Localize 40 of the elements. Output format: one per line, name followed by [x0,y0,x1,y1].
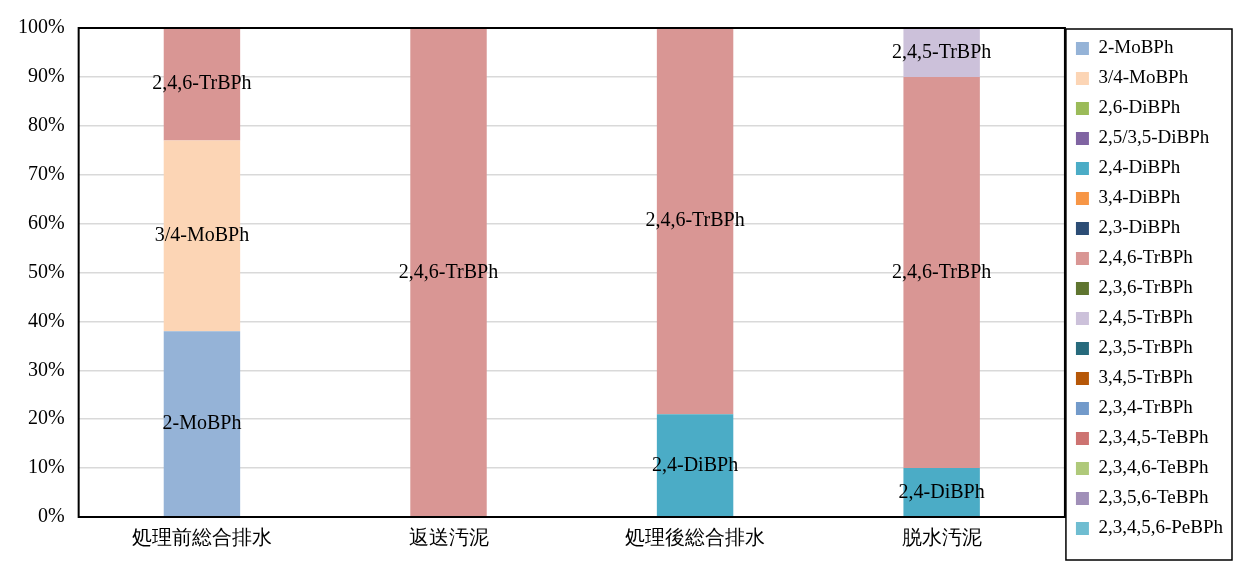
legend-label: 2,3-DiBPh [1098,216,1181,238]
y-tick-label: 20% [27,406,65,429]
y-tick-label: 10% [27,455,65,478]
annotation: 3/4-MoBPh [154,223,250,246]
legend-label: 2,4,5-TrBPh [1098,306,1194,328]
y-tick-label: 30% [27,357,65,380]
legend-label: 2,4-DiBPh [1098,156,1181,178]
x-tick-label: 脱水汚泥 [901,526,982,549]
legend-label: 2,3,4,5-TeBPh [1098,426,1209,448]
legend-label: 2,5/3,5-DiBPh [1098,126,1210,148]
y-tick-label: 100% [17,15,65,38]
annotation: 2,4,6-TrBPh [892,259,992,282]
annotation: 2,4,6-TrBPh [152,71,252,94]
y-tick-label: 0% [37,504,65,527]
legend-label: 2-MoBPh [1098,36,1174,58]
legend-label: 2,3,6-TrBPh [1098,276,1194,298]
bar [163,331,241,517]
x-tick-label: 処理前総合排水 [131,526,272,549]
y-tick-label: 70% [27,161,65,184]
legend-label: 2,4,6-TrBPh [1098,246,1194,268]
annotation: 2-MoBPh [162,411,242,434]
annotation: 2,4,5-TrBPh [892,39,992,62]
y-tick-label: 50% [27,259,65,282]
y-tick-label: 40% [27,308,65,331]
legend-label: 3,4-DiBPh [1098,186,1181,208]
legend-label: 2,3,5-TrBPh [1098,336,1194,358]
x-tick-label: 返送汚泥 [408,526,489,549]
legend-label: 2,3,4,6-TeBPh [1098,456,1209,478]
annotation: 2,4,6-TrBPh [645,208,745,231]
legend-label: 2,6-DiBPh [1098,96,1181,118]
y-tick-label: 80% [27,113,65,136]
x-tick-label: 処理後総合排水 [625,526,766,549]
legend-label: 2,3,4,5,6-PeBPh [1098,516,1224,538]
legend-label: 3/4-MoBPh [1098,66,1189,88]
annotation: 2,4,6-TrBPh [398,259,499,282]
y-tick-label: 60% [27,210,65,233]
legend-label: 2,3,5,6-TeBPh [1098,486,1209,508]
legend-label: 2,3,4-TrBPh [1098,396,1194,418]
y-tick-label: 90% [27,64,65,87]
legend-label: 3,4,5-TrBPh [1098,366,1194,388]
